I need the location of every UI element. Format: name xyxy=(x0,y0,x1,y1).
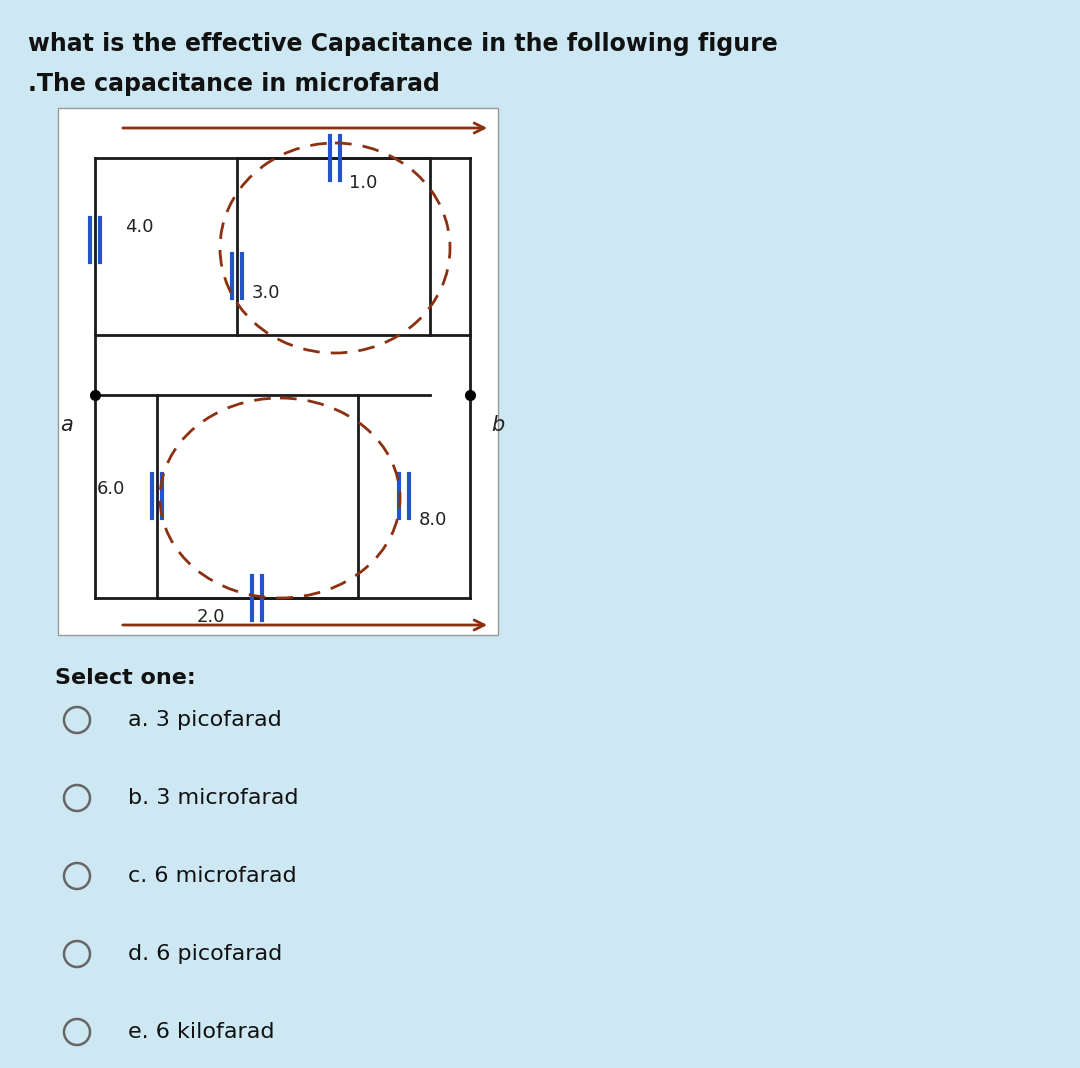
Text: b. 3 microfarad: b. 3 microfarad xyxy=(129,788,298,808)
Text: what is the effective Capacitance in the following figure: what is the effective Capacitance in the… xyxy=(28,32,778,56)
Text: 8.0: 8.0 xyxy=(419,511,447,529)
Text: 1.0: 1.0 xyxy=(349,174,377,192)
Circle shape xyxy=(64,1019,90,1045)
Text: c. 6 microfarad: c. 6 microfarad xyxy=(129,866,297,886)
Text: 4.0: 4.0 xyxy=(125,218,153,236)
Text: Select one:: Select one: xyxy=(55,668,195,688)
Text: 3.0: 3.0 xyxy=(252,284,281,302)
Text: b: b xyxy=(491,415,504,435)
Circle shape xyxy=(64,707,90,733)
Circle shape xyxy=(64,863,90,889)
Text: e. 6 kilofarad: e. 6 kilofarad xyxy=(129,1022,274,1042)
FancyArrowPatch shape xyxy=(123,123,484,134)
Bar xyxy=(58,108,498,635)
Text: 2.0: 2.0 xyxy=(197,608,226,626)
Circle shape xyxy=(64,941,90,967)
Text: a: a xyxy=(60,415,73,435)
Text: 6.0: 6.0 xyxy=(97,480,125,498)
Text: a. 3 picofarad: a. 3 picofarad xyxy=(129,710,282,731)
Text: d. 6 picofarad: d. 6 picofarad xyxy=(129,944,282,964)
Circle shape xyxy=(64,785,90,811)
FancyArrowPatch shape xyxy=(123,621,484,630)
Text: .The capacitance in microfarad: .The capacitance in microfarad xyxy=(28,72,440,96)
